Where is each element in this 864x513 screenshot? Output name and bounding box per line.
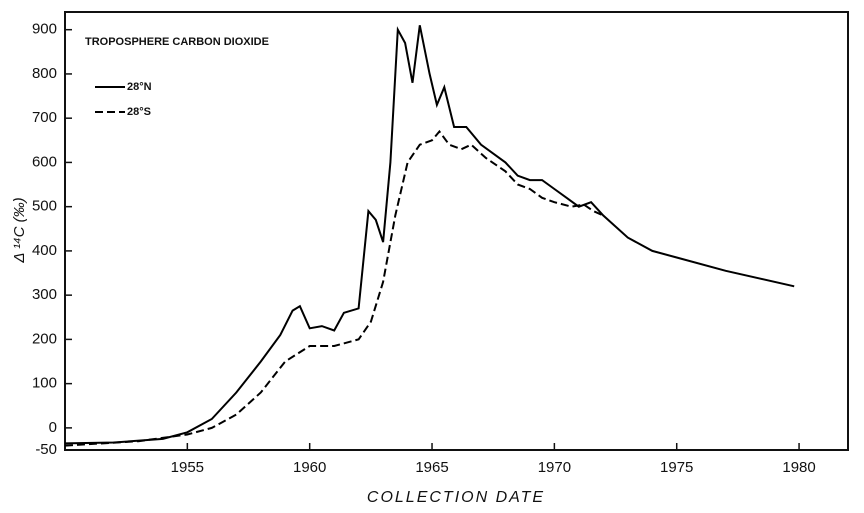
plot-frame xyxy=(64,11,849,451)
data-line xyxy=(64,25,795,445)
y-tick-label: 100 xyxy=(32,375,57,392)
x-tick-label: 1975 xyxy=(660,459,693,476)
x-tick-label: 1970 xyxy=(538,459,571,476)
x-tick-label: 1980 xyxy=(782,459,815,476)
y-tick-label: 700 xyxy=(32,109,57,126)
y-tick-label: -50 xyxy=(35,441,57,458)
y-tick-label: 400 xyxy=(32,242,57,259)
y-tick-label: 300 xyxy=(32,286,57,303)
y-tick-label: 500 xyxy=(32,198,57,215)
legend-label: 28°S xyxy=(127,106,151,118)
data-line xyxy=(64,129,604,447)
x-axis-label: COLLECTION DATE xyxy=(367,489,545,506)
chart-title: TROPOSPHERE CARBON DIOXIDE xyxy=(85,36,269,48)
y-tick-label: 600 xyxy=(32,153,57,170)
x-tick-label: 1965 xyxy=(415,459,448,476)
x-tick-label: 1955 xyxy=(171,459,204,476)
y-tick-label: 800 xyxy=(32,65,57,82)
y-tick-label: 900 xyxy=(32,21,57,38)
y-tick-label: 200 xyxy=(32,330,57,347)
y-tick-label: 0 xyxy=(49,419,57,436)
y-axis-label: Δ ¹⁴C (‰) xyxy=(11,197,28,263)
x-tick-label: 1960 xyxy=(293,459,326,476)
legend-label: 28°N xyxy=(127,81,152,93)
